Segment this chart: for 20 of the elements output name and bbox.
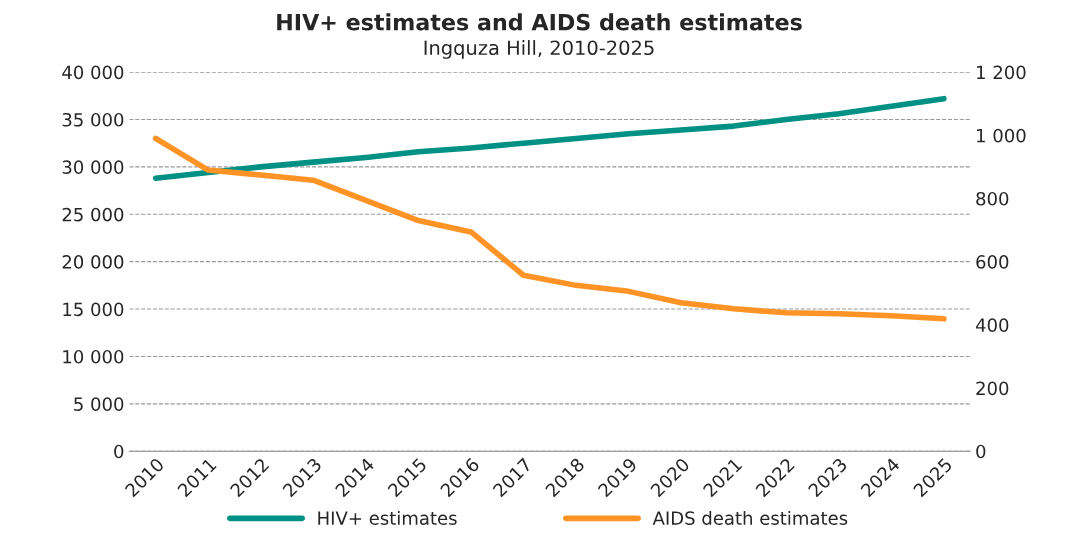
legend-label: AIDS death estimates <box>652 510 848 525</box>
y-tick-label: 35 000 <box>62 112 124 127</box>
y2-tick-label: 1 200 <box>977 65 1026 80</box>
y-tick-label: 30 000 <box>62 160 124 174</box>
chart-subtitle: Ingquza Hill, 2010-2025 <box>424 40 654 59</box>
y-tick-label: 5 000 <box>74 397 124 411</box>
y2-tick-label: 0 <box>976 444 986 459</box>
y-tick-label: 0 <box>114 444 124 459</box>
y2-tick-label: 400 <box>975 318 1009 332</box>
y-tick-label: 15 000 <box>63 302 124 317</box>
y2-tick-label: 1 000 <box>977 128 1026 143</box>
y2-tick-label: 800 <box>976 191 1009 206</box>
y-tick-label: 10 000 <box>63 349 124 364</box>
legend-label: HIV+ estimates <box>318 510 457 525</box>
y-tick-label: 25 000 <box>62 207 124 222</box>
y-tick-label: 40 000 <box>62 65 124 80</box>
y-tick-label: 20 000 <box>62 255 124 269</box>
y2-tick-label: 600 <box>976 255 1009 269</box>
y2-tick-label: 200 <box>976 381 1009 396</box>
chart-title: HIV+ estimates and AIDS death estimates <box>277 13 802 31</box>
